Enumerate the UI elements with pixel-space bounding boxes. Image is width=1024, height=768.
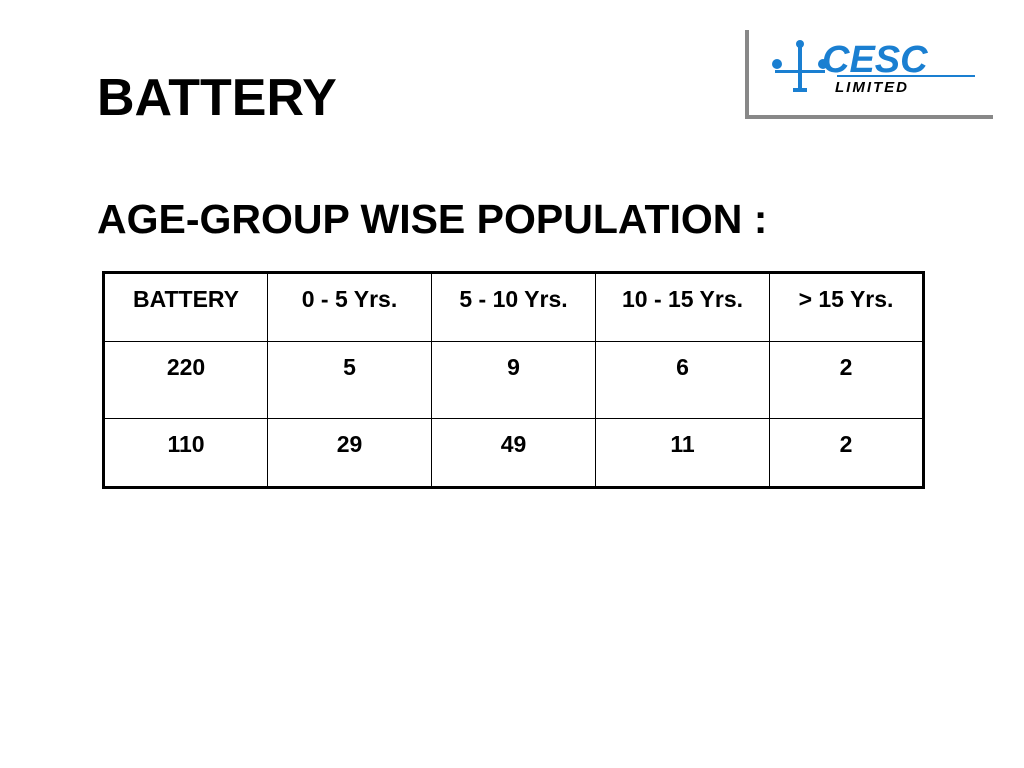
table-row: BATTERY 0 - 5 Yrs. 5 - 10 Yrs. 10 - 15 Yrs.…: [103, 272, 924, 342]
header-cell: > 15 Yrs.: [769, 272, 924, 342]
cell: 9: [431, 341, 596, 419]
cell: 29: [267, 418, 432, 488]
cell: 2: [769, 341, 924, 419]
cell: 5: [267, 341, 432, 419]
cell: 11: [595, 418, 770, 488]
logo-suffix: LIMITED: [835, 79, 909, 96]
population-table: BATTERY 0 - 5 Yrs. 5 - 10 Yrs. 10 - 15 Yrs.…: [102, 271, 925, 489]
cell: 220: [103, 341, 268, 419]
title: BATTERY: [97, 69, 337, 127]
header-cell: 0 - 5 Yrs.: [267, 272, 432, 342]
logo-icon: [772, 40, 828, 92]
cell: 2: [769, 418, 924, 488]
header-cell: 5 - 10 Yrs.: [431, 272, 596, 342]
subtitle: AGE-GROUP WISE POPULATION :: [97, 196, 768, 242]
cell: 49: [431, 418, 596, 488]
logo-name: CESC: [822, 39, 928, 81]
table-row: 220 5 9 6 2: [103, 341, 924, 419]
table-row: 110 29 49 11 2: [103, 418, 924, 488]
cell: 6: [595, 341, 770, 419]
header-cell: 10 - 15 Yrs.: [595, 272, 770, 342]
cell: 110: [103, 418, 268, 488]
header-cell: BATTERY: [103, 272, 268, 342]
logo-graphic: CESC LIMITED: [772, 39, 975, 96]
logo: CESC LIMITED: [745, 30, 993, 119]
